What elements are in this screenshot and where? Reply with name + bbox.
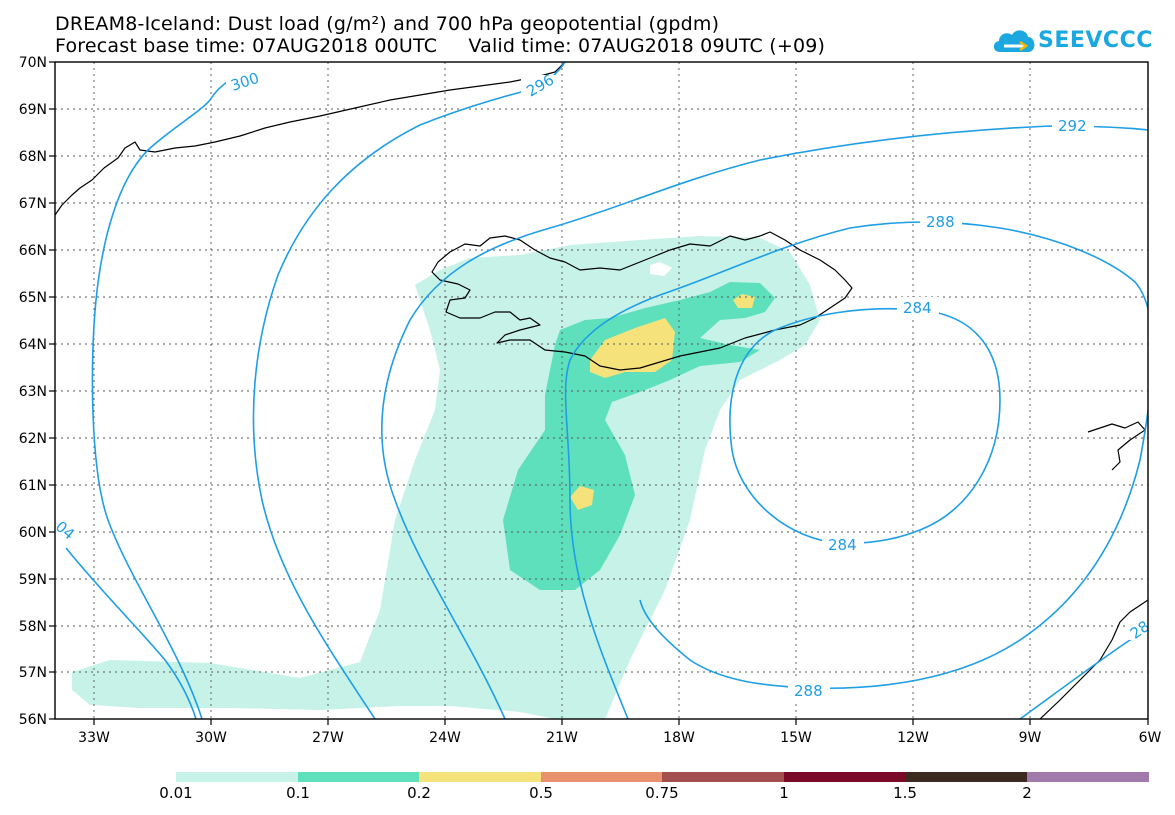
colorbar-swatch [784,772,905,782]
lat-label: 69N [19,102,47,118]
colorbar-swatch [298,772,419,782]
lat-label: 57N [19,665,47,681]
colorbar-label: 0.5 [529,784,553,802]
lat-label: 60N [19,525,47,541]
lat-label: 67N [19,196,47,212]
colorbar-swatch [1027,772,1149,782]
axis-ticks [49,61,1149,725]
colorbar-swatch [905,772,1027,782]
contour-288 [564,221,1148,719]
dust-area-0.2-b [733,294,755,308]
colorbar [176,772,1149,782]
lon-label: 12W [897,730,929,746]
colorbar-label: 0.2 [407,784,431,802]
lon-label: 18W [663,730,695,746]
scotland-coast [1039,599,1148,719]
contour-292 [381,125,1148,719]
colorbar-label: 0.75 [645,784,679,802]
colorbar-swatch [419,772,541,782]
colorbar-label: 0.1 [286,784,310,802]
title-line-2: Forecast base time: 07AUG2018 00UTC Vali… [55,35,826,57]
lat-label: 61N [19,478,47,494]
colorbar-label: 1.5 [893,784,917,802]
lon-label: 30W [195,730,227,746]
title-line-1: DREAM8-Iceland: Dust load (g/m²) and 700… [55,13,720,35]
latitude-labels: 70N 69N 68N 67N 66N 65N 64N 63N 62N 61N … [19,55,47,728]
map-plot-area: 300 296 292 288 284 284 288 04 28 [55,62,1153,719]
dust-area-0.01-hole [650,262,672,276]
lat-label: 68N [19,149,47,165]
lat-label: 64N [19,337,47,353]
contour-300 [91,79,231,719]
dust-area-0.2-c [570,486,594,510]
lon-label: 15W [780,730,812,746]
colorbar-swatch [541,772,662,782]
greenland-coast [55,62,566,216]
lon-label: 21W [546,730,578,746]
lat-label: 66N [19,243,47,259]
lon-label: 27W [312,730,344,746]
dust-area-0.2-a [590,318,675,378]
lon-label: 33W [78,730,110,746]
lon-label: 24W [429,730,461,746]
contour-label-bg [55,71,1148,700]
colorbar-label: 2 [1022,784,1032,802]
logo-text: SEEVCCC [1038,28,1153,53]
lon-label: 6W [1139,730,1162,746]
graticule [55,62,1148,719]
seevccc-logo: SEEVCCC [990,22,1155,58]
lat-label: 59N [19,572,47,588]
lat-label: 56N [19,712,47,728]
contour-label-288-top: 288 [926,213,955,231]
lat-label: 63N [19,384,47,400]
longitude-labels: 33W 30W 27W 24W 21W 18W 15W 12W 9W 6W [78,730,1161,746]
faroe-islands-coast [1087,421,1146,471]
contour-label-28x: 28 [1127,617,1153,643]
cloud-icon [993,30,1035,52]
lat-label: 65N [19,290,47,306]
colorbar-swatch [662,772,784,782]
contour-label-284-bottom: 284 [828,536,857,554]
colorbar-label: 1 [779,784,789,802]
contour-28x [1019,626,1148,719]
lat-label: 58N [19,619,47,635]
iceland-coast [431,231,853,371]
colorbar-swatch [176,772,298,782]
contour-label-288-bottom: 288 [794,682,823,700]
lat-label: 62N [19,431,47,447]
coastlines [55,62,1148,719]
colorbar-label: 0.01 [159,784,193,802]
lat-label: 70N [19,55,47,71]
lon-label: 9W [1019,730,1042,746]
contour-304 [65,547,197,719]
contour-label-284-top: 284 [903,299,932,317]
contour-label-292: 292 [1058,117,1087,135]
